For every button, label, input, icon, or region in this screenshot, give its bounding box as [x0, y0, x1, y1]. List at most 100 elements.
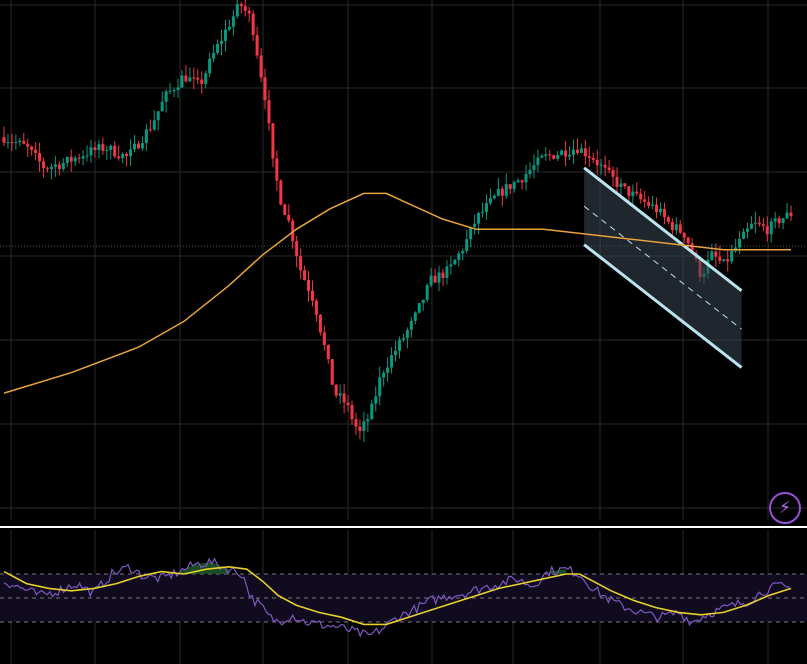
candle-body [10, 142, 14, 144]
candle-body [481, 211, 485, 213]
candle-body [168, 90, 172, 92]
candle-body [390, 355, 394, 368]
candle-body [295, 241, 299, 257]
candle-body [378, 377, 382, 397]
candle-body [263, 77, 267, 101]
candle-body [247, 10, 251, 14]
candle-body [524, 174, 528, 183]
candle-body [303, 270, 307, 280]
candle-body [310, 290, 314, 301]
candle-body [53, 164, 57, 167]
candle-body [34, 149, 38, 154]
candle-body [176, 87, 180, 90]
candle-body [512, 182, 516, 189]
ma-line [3, 192, 791, 394]
rsi-ma-line [3, 565, 792, 626]
candle-body [38, 153, 42, 162]
candle-body [212, 52, 216, 59]
candle-body [647, 201, 651, 206]
candle-body [761, 224, 765, 227]
candle-body [769, 221, 773, 235]
candle-body [457, 253, 461, 260]
candle-body [18, 140, 22, 143]
candle-body [643, 199, 647, 202]
candle-body [540, 155, 544, 158]
candle-body [133, 143, 137, 150]
candle-body [488, 198, 492, 204]
candle-body [358, 426, 362, 432]
candle-body [619, 183, 623, 187]
candle-body [125, 153, 129, 157]
candle-body [773, 218, 777, 222]
candle-body [279, 180, 283, 205]
candle-body [552, 155, 556, 159]
candle-body [785, 212, 789, 219]
candle-body [216, 43, 220, 53]
candle-body [61, 162, 65, 170]
candle-body [101, 144, 105, 151]
candle-body [765, 226, 769, 235]
rsi-overbought-fill [548, 569, 567, 574]
rsi-overbought-fill [179, 562, 229, 574]
candle-body [631, 191, 635, 196]
candle-body [690, 243, 694, 254]
candle-body [259, 55, 263, 78]
candle-body [658, 208, 662, 213]
candle-body [223, 29, 227, 41]
candle-body [730, 251, 734, 262]
channel-top-line[interactable] [583, 166, 743, 292]
candle-body [109, 145, 113, 151]
candle-body [73, 157, 77, 162]
moving-average [3, 192, 791, 394]
candle-body [334, 384, 338, 396]
candle-body [742, 231, 746, 239]
candle-body [164, 91, 168, 102]
candle-body [583, 148, 587, 157]
candle-body [97, 144, 101, 151]
candle-body [686, 237, 690, 244]
candle-body [287, 214, 291, 221]
candle-body [77, 157, 81, 159]
candle-body [89, 147, 93, 156]
candle-body [469, 227, 473, 240]
candle-body [465, 239, 469, 252]
candle-body [579, 148, 583, 153]
candle-body [718, 256, 722, 261]
candle-body [500, 188, 504, 196]
candle-body [350, 405, 354, 420]
candle-body [425, 285, 429, 300]
candle-body [532, 165, 536, 170]
channel-bottom-line[interactable] [583, 243, 743, 369]
candle-body [548, 154, 552, 156]
candle-body [291, 220, 295, 242]
candle-body [595, 159, 599, 166]
candle-body [14, 142, 18, 144]
candle-body [394, 350, 398, 356]
candle-body [81, 156, 85, 159]
candle-body [560, 150, 564, 155]
candle-body [405, 329, 409, 339]
candle-body [370, 403, 374, 420]
candle-body [520, 180, 524, 183]
candle-body [117, 156, 121, 159]
candle-body [121, 153, 125, 159]
candle-body [227, 26, 231, 30]
candle-body [180, 75, 184, 88]
candle-body [496, 188, 500, 196]
candle-body [564, 150, 568, 157]
candle-body [374, 396, 378, 404]
lightning-button[interactable]: ⚡ [769, 492, 801, 524]
candle-body [30, 146, 34, 150]
candle-body [417, 303, 421, 313]
candle-body [49, 166, 53, 169]
candle-body [591, 157, 595, 160]
candle-body [366, 419, 370, 422]
candle-body [635, 191, 639, 194]
candle-body [599, 164, 603, 166]
candle-body [346, 402, 350, 406]
candle-body [568, 154, 572, 157]
candle-body [615, 176, 619, 187]
candle-body [627, 186, 631, 196]
candle-body [22, 140, 26, 144]
